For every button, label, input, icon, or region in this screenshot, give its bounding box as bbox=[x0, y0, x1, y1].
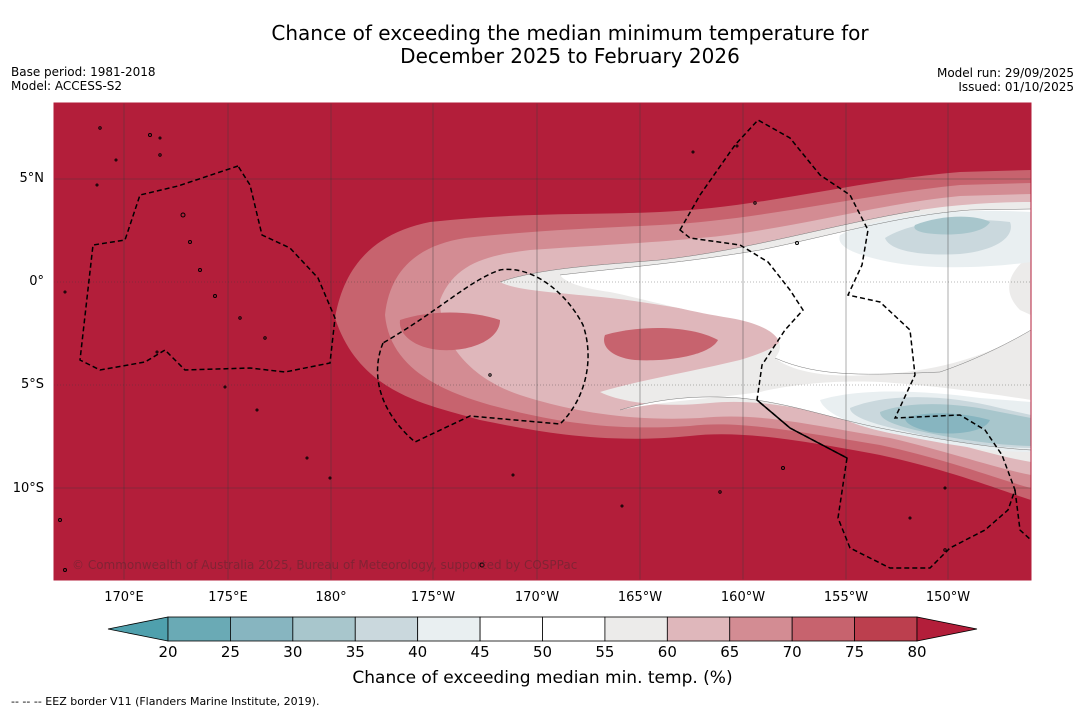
colorbar-tick: 40 bbox=[408, 643, 428, 661]
band-70-75-west bbox=[399, 312, 500, 351]
colorbar-tick: 55 bbox=[595, 643, 615, 661]
lon-label-170w: 170°W bbox=[514, 590, 560, 605]
colorbar-tick: 35 bbox=[345, 643, 365, 661]
lon-label-180: 180° bbox=[315, 590, 347, 605]
colorbar-extend-high bbox=[916, 616, 978, 642]
issued-date: Issued: 01/10/2025 bbox=[958, 80, 1074, 94]
model-run: Model run: 29/09/2025 bbox=[936, 66, 1074, 80]
colorbar-segment bbox=[354, 616, 419, 642]
band-30-35-north bbox=[914, 216, 990, 235]
meta-right: Model run: 29/09/2025 Issued: 01/10/2025 bbox=[937, 66, 1074, 94]
band-25-30-south bbox=[905, 413, 990, 434]
colorbar-tick: 80 bbox=[907, 643, 927, 661]
eez-borders bbox=[79, 119, 1031, 569]
chart-title-line1: Chance of exceeding the median minimum t… bbox=[271, 21, 869, 45]
colorbar-title: Chance of exceeding median min. temp. (%… bbox=[352, 668, 733, 688]
map-frame bbox=[53, 102, 1032, 581]
colorbar-segment bbox=[417, 616, 481, 642]
colorbar-segment bbox=[729, 616, 793, 642]
eez-solid-border bbox=[756, 399, 848, 459]
colorbar-extend-low bbox=[107, 616, 169, 642]
colorbar-tick: 20 bbox=[158, 643, 178, 661]
colorbar-segment bbox=[854, 616, 918, 642]
lon-label-150w: 150°W bbox=[925, 590, 971, 605]
base-period: Base period: 1981-2018 bbox=[11, 65, 156, 79]
colorbar-segment bbox=[479, 616, 543, 642]
colorbar-segment bbox=[167, 616, 231, 642]
lon-label-160w: 160°W bbox=[720, 590, 766, 605]
colorbar-segment bbox=[292, 616, 356, 642]
meta-left: Base period: 1981-2018 Model: ACCESS-S2 bbox=[11, 65, 156, 93]
colorbar-tick: 30 bbox=[283, 643, 303, 661]
contour-line bbox=[619, 396, 1031, 451]
colorbar-segment bbox=[666, 616, 731, 642]
colorbar-tick: 75 bbox=[845, 643, 865, 661]
contour-line bbox=[559, 208, 1031, 276]
copyright-notice: © Commonwealth of Australia 2025, Bureau… bbox=[72, 558, 578, 572]
colorbar-tick: 70 bbox=[782, 643, 802, 661]
lon-label-175e: 175°E bbox=[208, 590, 248, 605]
colorbar bbox=[107, 616, 978, 642]
colorbar-tick: 60 bbox=[657, 643, 677, 661]
lon-label-175w: 175°W bbox=[410, 590, 456, 605]
band-70-75-inner bbox=[604, 328, 718, 361]
eez-legend-note: -- -- -- EEZ border V11 (Flanders Marine… bbox=[11, 695, 320, 708]
lon-label-170e: 170°E bbox=[104, 590, 144, 605]
lat-label-0: 0° bbox=[29, 274, 44, 289]
graticule bbox=[54, 103, 1031, 580]
lat-label-5s: 5°S bbox=[20, 377, 44, 392]
colorbar-tick: 45 bbox=[470, 643, 490, 661]
contour-line bbox=[774, 329, 1031, 375]
lon-label-165w: 165°W bbox=[617, 590, 663, 605]
chart-title-line2: December 2025 to February 2026 bbox=[400, 44, 740, 68]
lat-label-10s: 10°S bbox=[12, 481, 44, 496]
colorbar-tick: 50 bbox=[532, 643, 553, 661]
colorbar-segment bbox=[604, 616, 668, 642]
lat-label-5n: 5°N bbox=[19, 171, 45, 186]
model-name: Model: ACCESS-S2 bbox=[11, 79, 123, 93]
colorbar-segment bbox=[542, 616, 606, 642]
map-area bbox=[54, 103, 1031, 580]
islands bbox=[58, 126, 947, 572]
colorbar-segment bbox=[791, 616, 855, 642]
colorbar-tick: 65 bbox=[720, 643, 740, 661]
lon-label-155w: 155°W bbox=[823, 590, 869, 605]
contour-line bbox=[499, 209, 921, 283]
colorbar-segment bbox=[230, 616, 294, 642]
colorbar-tick: 25 bbox=[220, 643, 240, 661]
